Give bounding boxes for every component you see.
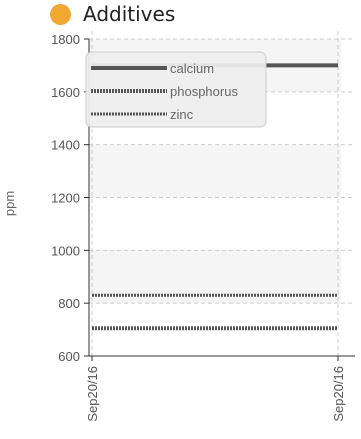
title-dot-icon — [50, 3, 71, 25]
legend-box — [85, 51, 267, 128]
y-tick-label: 800 — [58, 296, 80, 311]
legend-label-zinc: zinc — [170, 107, 194, 122]
chart-title-text: Additives — [83, 2, 176, 26]
y-tick-label: 1800 — [51, 32, 80, 47]
legend-label-phosphorus: phosphorus — [170, 84, 238, 99]
y-tick-labels: 600 800 1000 1200 1400 1600 1800 — [51, 32, 89, 364]
grid-band — [89, 144, 341, 198]
y-tick-label: 1200 — [51, 191, 80, 206]
y-axis-label: ppm — [2, 191, 17, 216]
y-tick-label: 600 — [58, 349, 80, 364]
y-tick-label: 1000 — [51, 243, 80, 258]
legend-label-calcium: calcium — [170, 61, 214, 76]
gridlines — [89, 31, 355, 356]
x-tick-labels: Sep20/16 Sep20/16 — [85, 356, 346, 422]
legend[interactable]: calcium phosphorus zinc — [85, 51, 267, 128]
x-tick-label: Sep20/16 — [85, 366, 100, 422]
y-tick-label: 1400 — [51, 138, 80, 153]
x-tick-label: Sep20/16 — [331, 366, 346, 422]
y-tick-label: 1600 — [51, 85, 80, 100]
chart-title: Additives — [50, 0, 175, 28]
